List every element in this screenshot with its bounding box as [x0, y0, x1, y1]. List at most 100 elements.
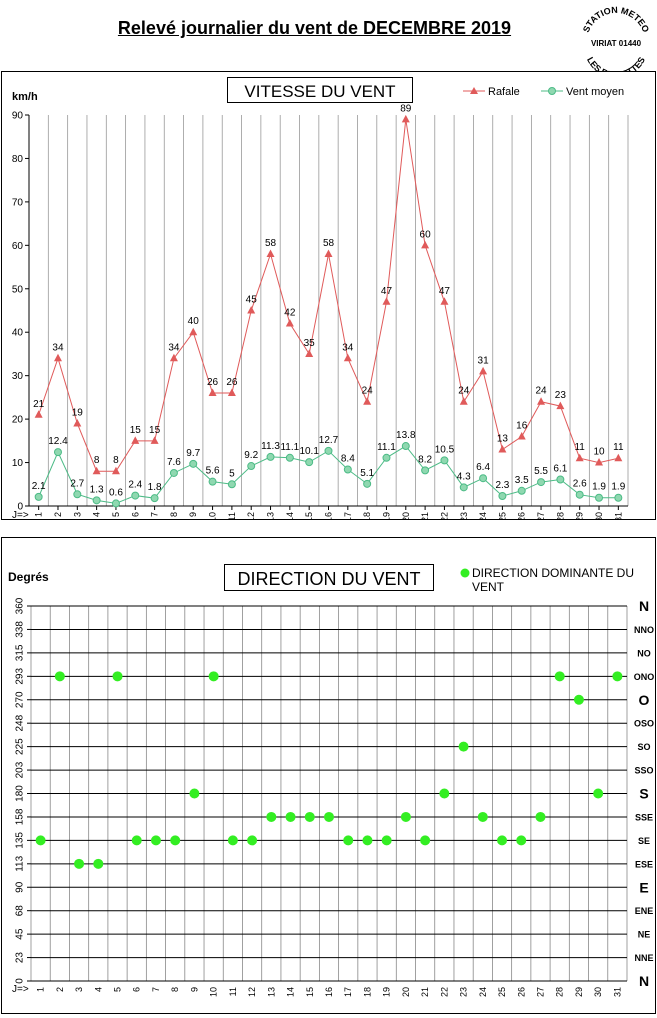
data-label: 34 — [168, 342, 180, 353]
x-tick-label: 10 — [209, 987, 219, 997]
data-point-rafale — [421, 240, 430, 249]
data-point-vent-moyen — [92, 496, 101, 505]
x-tick-label: 15 — [304, 512, 314, 520]
x-tick-label: 17 — [343, 512, 353, 520]
data-point-direction — [247, 835, 258, 846]
data-point-rafale — [208, 388, 217, 397]
data-label: 34 — [52, 342, 64, 353]
x-tick-label: 27 — [535, 987, 545, 997]
y-axis-label: Degrés — [8, 570, 49, 584]
data-point-direction — [420, 835, 431, 846]
x-tick-label: 22 — [439, 512, 449, 520]
page-title: Relevé journalier du vent de DECEMBRE 20… — [117, 18, 512, 38]
y-tick-label: 203 — [15, 761, 26, 778]
data-point-direction — [593, 788, 604, 799]
y-tick-label: 70 — [12, 197, 24, 208]
x-tick-label: 28 — [555, 512, 565, 520]
data-point-direction — [554, 671, 565, 682]
x-tick-label: 6 — [130, 512, 140, 517]
data-point-direction — [93, 858, 104, 869]
data-label: 15 — [130, 425, 142, 436]
data-label: 12.7 — [319, 435, 339, 446]
legend-marker-triangle — [470, 87, 478, 94]
compass-label: OSO — [634, 719, 654, 729]
data-point-direction — [227, 835, 238, 846]
x-tick-label: 23 — [459, 512, 469, 520]
x-tick-label: 7 — [151, 987, 161, 992]
data-point-direction — [170, 835, 181, 846]
data-point-rafale — [575, 453, 584, 462]
data-label: 19 — [72, 407, 84, 418]
x-tick-label: 25 — [497, 512, 507, 520]
data-label: 2.6 — [573, 479, 587, 490]
x-tick-label: 1 — [34, 512, 44, 517]
x-tick-label: 7 — [150, 512, 160, 517]
x-tick-label: 21 — [420, 512, 430, 520]
y-tick-label: 10 — [12, 458, 24, 469]
data-point-vent-moyen — [266, 452, 275, 461]
x-tick-label: 26 — [517, 512, 527, 520]
y-tick-label: 20 — [12, 415, 24, 426]
x-tick-label: 18 — [362, 512, 372, 520]
data-point-rafale — [227, 388, 236, 397]
y-tick-label: 360 — [15, 597, 26, 614]
data-point-vent-moyen — [150, 494, 159, 503]
legend-label: Rafale — [488, 86, 520, 98]
compass-label: ENE — [635, 906, 654, 916]
legend-label: Vent moyen — [566, 86, 624, 98]
data-point-vent-moyen — [247, 462, 256, 471]
chart-title-box — [227, 77, 413, 103]
data-label: 23 — [555, 390, 567, 401]
data-point-direction — [112, 671, 123, 682]
data-point-direction — [35, 835, 46, 846]
data-point-vent-moyen — [73, 490, 82, 499]
x-tick-label: 20 — [401, 512, 411, 520]
x-tick-label: 1 — [36, 987, 46, 992]
x-tick-label: 9 — [188, 512, 198, 517]
data-point-rafale — [517, 431, 526, 440]
data-point-rafale — [73, 418, 82, 427]
data-point-rafale — [53, 353, 62, 362]
compass-label: NO — [637, 648, 651, 658]
compass-label: ONO — [634, 672, 655, 682]
data-point-vent-moyen — [556, 475, 565, 484]
y-tick-label: 113 — [15, 855, 26, 871]
data-point-vent-moyen — [305, 458, 314, 467]
data-label: 21 — [33, 399, 45, 410]
data-point-vent-moyen — [343, 465, 352, 474]
data-label: 8.2 — [418, 454, 432, 465]
data-label: 9.2 — [244, 450, 258, 461]
data-point-rafale — [440, 297, 449, 305]
data-point-rafale — [285, 319, 294, 327]
y-tick-label: 270 — [15, 691, 26, 708]
data-point-rafale — [189, 327, 198, 336]
data-point-vent-moyen — [595, 493, 604, 502]
data-label: 35 — [304, 338, 316, 349]
data-label: 11 — [613, 442, 624, 453]
legend-marker-circle — [548, 87, 556, 95]
x-tick-label: 19 — [381, 512, 391, 520]
data-point-direction — [477, 811, 488, 822]
x-tick-label: 23 — [459, 987, 469, 997]
data-label: 15 — [149, 425, 161, 436]
data-label: 8 — [94, 455, 100, 466]
y-tick-label: 80 — [12, 154, 24, 165]
data-label: 11.1 — [377, 442, 396, 453]
data-point-rafale — [479, 366, 488, 375]
data-label: 2.4 — [128, 480, 142, 491]
data-point-direction — [535, 811, 546, 822]
data-label: 1.3 — [90, 484, 104, 495]
svg-text:VIRIAT 01440: VIRIAT 01440 — [591, 39, 642, 48]
data-point-direction — [612, 671, 623, 682]
data-label: 34 — [342, 342, 354, 353]
data-label: 5.1 — [360, 468, 374, 479]
data-point-rafale — [150, 436, 159, 444]
x-tick-label: 17 — [343, 987, 353, 997]
data-point-vent-moyen — [479, 474, 488, 483]
data-point-vent-moyen — [459, 483, 468, 492]
data-point-direction — [304, 811, 315, 822]
x-tick-label: 19 — [382, 987, 392, 997]
x-tick-label: 5 — [113, 987, 123, 992]
x-axis-label: J=> — [12, 510, 29, 520]
